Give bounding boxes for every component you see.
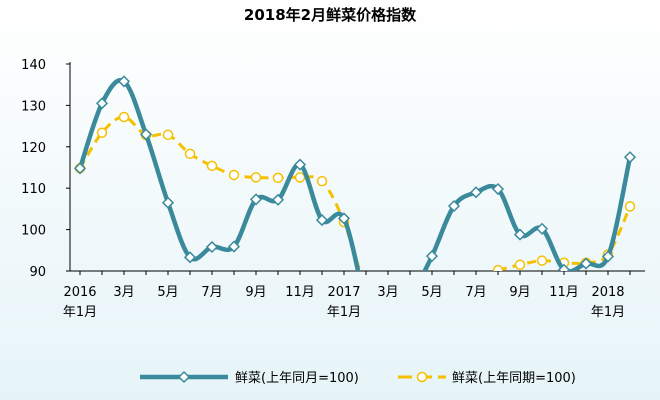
series-2-point bbox=[118, 111, 130, 123]
series-1-point bbox=[447, 199, 461, 213]
series-1-point bbox=[579, 257, 593, 270]
x-tick-label: 2017 bbox=[327, 285, 360, 300]
y-tick-label: 100 bbox=[21, 224, 46, 239]
x-tick-label: 9月 bbox=[245, 285, 266, 300]
series-1-point bbox=[557, 263, 571, 271]
series-1-point bbox=[293, 158, 307, 171]
x-tick-label: 3月 bbox=[377, 285, 398, 300]
x-tick-label: 2016 bbox=[63, 285, 96, 300]
y-tick-label: 140 bbox=[21, 58, 46, 73]
series-1-point bbox=[405, 295, 415, 305]
series-1-point bbox=[183, 251, 197, 264]
y-tick-label: 130 bbox=[21, 99, 46, 114]
x-tick-label: 7月 bbox=[465, 285, 486, 300]
series-1-point bbox=[623, 151, 637, 164]
series-1-point bbox=[425, 250, 439, 263]
series-layer bbox=[73, 75, 637, 313]
x-tick-label: 11月 bbox=[285, 285, 315, 300]
x-tick-label: 5月 bbox=[157, 285, 178, 300]
x-tick-label: 3月 bbox=[113, 285, 134, 300]
legend: 鲜菜(上年同月=100) 鲜菜(上年同期=100) bbox=[140, 370, 576, 386]
series-2-point bbox=[250, 172, 262, 183]
series-1-point bbox=[271, 193, 285, 206]
series-2-point bbox=[316, 175, 328, 187]
x-tick-label: 5月 bbox=[421, 285, 442, 300]
series-2-point bbox=[272, 172, 284, 184]
series-1-point bbox=[337, 212, 351, 225]
series-1-point bbox=[95, 97, 109, 110]
legend-label-series-1: 鲜菜(上年同月=100) bbox=[235, 371, 359, 386]
x-tick-label-line2: 年1月 bbox=[591, 305, 625, 320]
x-tick-label: 11月 bbox=[549, 285, 579, 300]
series-1-point bbox=[601, 250, 615, 263]
series-1-point bbox=[73, 162, 87, 175]
x-tick-label-line2: 年1月 bbox=[63, 305, 97, 320]
series-2-point bbox=[624, 201, 636, 212]
series-2-point bbox=[492, 264, 504, 271]
axes: 90 100 110 120 130 140 2016 年1月 3月 5月 7月 9月 11月 2017 年… bbox=[21, 58, 645, 320]
x-tick-label: 9月 bbox=[509, 285, 530, 300]
series-1-point bbox=[535, 222, 549, 235]
y-tick-label: 90 bbox=[29, 265, 46, 280]
series-1-point bbox=[513, 228, 527, 241]
y-tick-label: 110 bbox=[21, 182, 46, 197]
series-1-point bbox=[117, 75, 131, 88]
series-2-point bbox=[184, 148, 196, 160]
series-2-point bbox=[362, 287, 371, 296]
series-2-point bbox=[162, 129, 174, 141]
series-2-point bbox=[294, 172, 306, 183]
series-2-point bbox=[228, 169, 240, 181]
x-tick-label: 2018 bbox=[591, 285, 624, 300]
series-1-point bbox=[315, 214, 329, 227]
series-2-point bbox=[514, 259, 526, 271]
legend-label-series-2: 鲜菜(上年同期=100) bbox=[452, 371, 576, 386]
series-1-point bbox=[249, 193, 263, 206]
x-tick-label-line2: 年1月 bbox=[327, 305, 361, 320]
series-1-point bbox=[491, 182, 505, 196]
series-1-point bbox=[205, 240, 219, 254]
series-1-point bbox=[361, 303, 371, 313]
x-tick-label: 7月 bbox=[201, 285, 222, 300]
legend-marker-series-1 bbox=[177, 370, 191, 384]
y-tick-label: 120 bbox=[21, 141, 46, 156]
series-2-line bbox=[78, 115, 362, 271]
series-2-point bbox=[206, 160, 218, 172]
chart-title: 2018年2月鲜菜价格指数 bbox=[244, 6, 417, 24]
series-1-point bbox=[139, 128, 153, 141]
series-1-point bbox=[469, 186, 483, 199]
legend-marker-series-2 bbox=[416, 371, 428, 383]
series-1-point bbox=[227, 240, 241, 253]
series-2-point bbox=[536, 255, 548, 266]
series-2-point bbox=[96, 127, 108, 138]
series-1-point bbox=[161, 196, 175, 209]
